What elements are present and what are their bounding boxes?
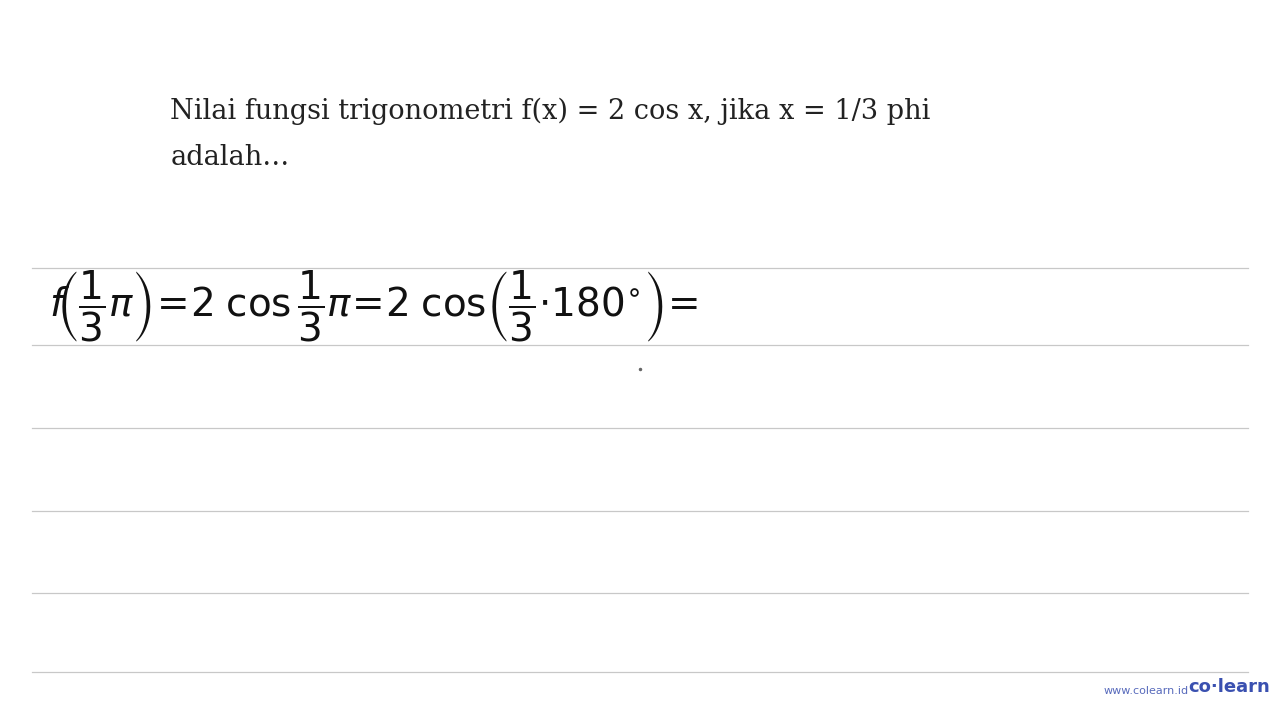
Text: www.colearn.id: www.colearn.id xyxy=(1103,686,1189,696)
Text: co·learn: co·learn xyxy=(1188,678,1270,696)
Text: adalah…: adalah… xyxy=(170,144,289,171)
Text: Nilai fungsi trigonometri f(x) = 2 cos x, jika x = 1/3 phi: Nilai fungsi trigonometri f(x) = 2 cos x… xyxy=(170,97,931,125)
Text: $f\!\left(\dfrac{1}{3}\pi\right)\!=\!2\;\cos\dfrac{1}{3}\pi\!=\!2\;\cos\!\left(\: $f\!\left(\dfrac{1}{3}\pi\right)\!=\!2\;… xyxy=(49,269,698,344)
